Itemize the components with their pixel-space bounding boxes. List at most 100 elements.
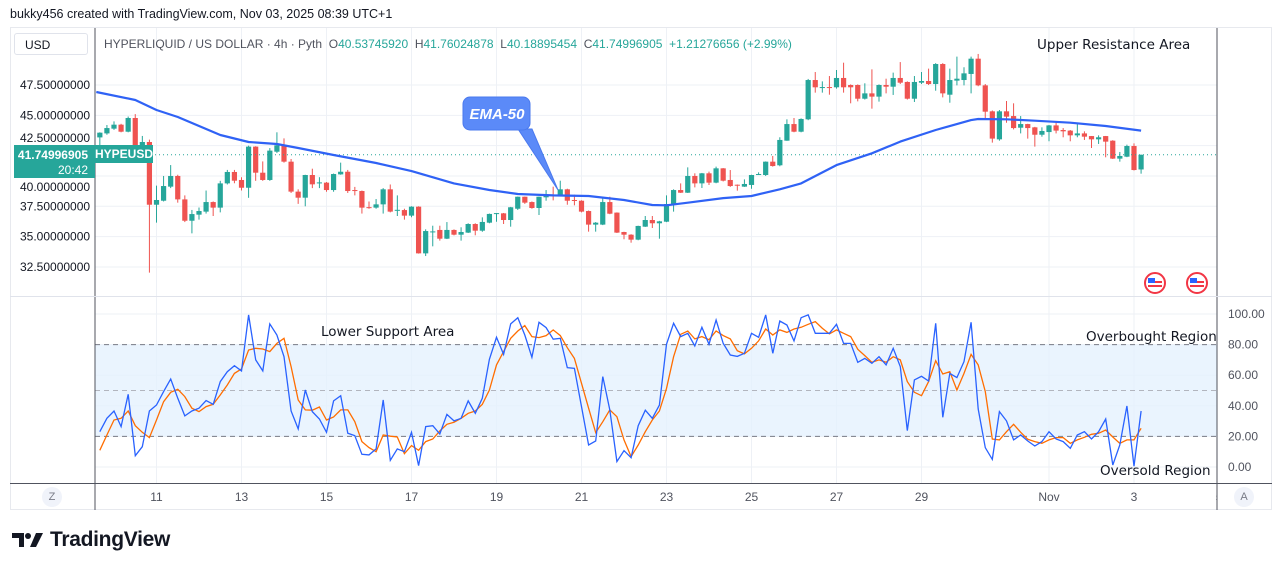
candle-body <box>911 81 918 99</box>
candle-body <box>189 214 195 221</box>
candle <box>508 206 514 227</box>
currency-button[interactable]: USD <box>14 33 88 55</box>
price-badge-value: 41.74996905 <box>18 148 88 162</box>
candle <box>1124 144 1130 158</box>
candle-body <box>1046 125 1052 133</box>
time-tick-label: Nov <box>1038 490 1059 504</box>
candle-body <box>522 196 528 203</box>
candle <box>862 83 868 100</box>
candle-body <box>699 173 705 184</box>
candle <box>755 172 762 176</box>
candle-body <box>1117 155 1123 159</box>
candle <box>1067 130 1073 142</box>
candle <box>642 216 648 227</box>
candle <box>338 162 344 175</box>
oscillator-tick-label: 40.00 <box>1228 399 1258 413</box>
candle <box>805 78 811 121</box>
candle-body <box>628 234 634 240</box>
time-tick-label: 15 <box>320 490 334 504</box>
candle <box>260 161 266 181</box>
candle-body <box>692 175 698 184</box>
candle <box>1060 128 1066 138</box>
tradingview-logo[interactable]: TradingView <box>12 528 170 552</box>
candle <box>1025 123 1031 139</box>
candle <box>699 172 705 188</box>
candle <box>855 84 861 102</box>
candle <box>713 166 719 184</box>
candle <box>245 145 252 198</box>
candle <box>97 132 103 147</box>
candle-body <box>493 213 500 215</box>
candle <box>380 188 386 214</box>
tradingview-logo-icon <box>12 533 43 547</box>
candle <box>472 223 478 236</box>
us-flag-icon <box>1186 272 1208 294</box>
candle-body <box>777 139 783 166</box>
candle-body <box>890 77 896 87</box>
candle <box>118 123 124 133</box>
candle-body <box>1138 154 1144 170</box>
candle-body <box>366 207 372 209</box>
candle-body <box>670 190 677 205</box>
us-flag-icon <box>1144 272 1166 294</box>
time-tick-label: 27 <box>830 490 844 504</box>
change-value: +1.21276656 (+2.99%) <box>669 37 792 51</box>
candle-body <box>1003 111 1010 117</box>
candle-body <box>1025 124 1031 129</box>
candle <box>600 197 606 226</box>
candle-body <box>508 207 514 221</box>
candle <box>968 56 974 94</box>
candle <box>387 184 393 213</box>
candle <box>437 225 443 241</box>
candle <box>911 76 918 102</box>
auto-scale-a-button[interactable]: A <box>1234 487 1254 507</box>
candle <box>685 167 691 193</box>
candle-body <box>585 211 592 225</box>
candle-body <box>947 80 953 95</box>
candle <box>770 155 776 167</box>
auto-scale-z-button[interactable]: Z <box>42 487 62 507</box>
candle <box>1095 135 1102 144</box>
candle-body <box>975 58 981 86</box>
candle <box>465 223 471 233</box>
candle <box>819 81 825 93</box>
candle <box>189 209 195 234</box>
candle-body <box>1110 140 1116 159</box>
axes: 47.50000000 45.00000000 42.50000000 40.0000… <box>10 28 1272 510</box>
candle <box>1018 116 1024 134</box>
candle <box>798 118 804 133</box>
ticker-badge-label: HYPEUSD <box>95 147 153 161</box>
candle-body <box>748 175 755 185</box>
candle <box>883 78 889 94</box>
candle-body <box>571 199 578 201</box>
candle-body <box>288 161 294 192</box>
candle-body <box>1131 146 1137 171</box>
candle <box>238 177 245 191</box>
candle <box>925 68 932 85</box>
candle <box>132 114 138 147</box>
candle-body <box>458 232 464 235</box>
candle-body <box>996 111 1003 140</box>
candle-body <box>104 128 110 134</box>
candle <box>614 212 620 233</box>
candle-body <box>408 206 415 216</box>
candle <box>897 62 903 85</box>
candle <box>869 69 875 109</box>
candle <box>373 199 379 209</box>
candle <box>1103 135 1109 158</box>
price-tick-label: 32.50000000 <box>20 260 90 274</box>
candle-body <box>345 171 351 192</box>
candle <box>628 234 634 243</box>
candle <box>593 222 599 232</box>
candle <box>302 174 308 207</box>
candle-body <box>444 229 450 239</box>
candle-body <box>253 146 259 173</box>
candle-body <box>1103 136 1109 142</box>
candle-body <box>954 78 960 81</box>
candle-body <box>685 175 691 193</box>
candle-body <box>479 221 485 231</box>
candle <box>423 229 429 257</box>
candle-body <box>238 179 245 188</box>
